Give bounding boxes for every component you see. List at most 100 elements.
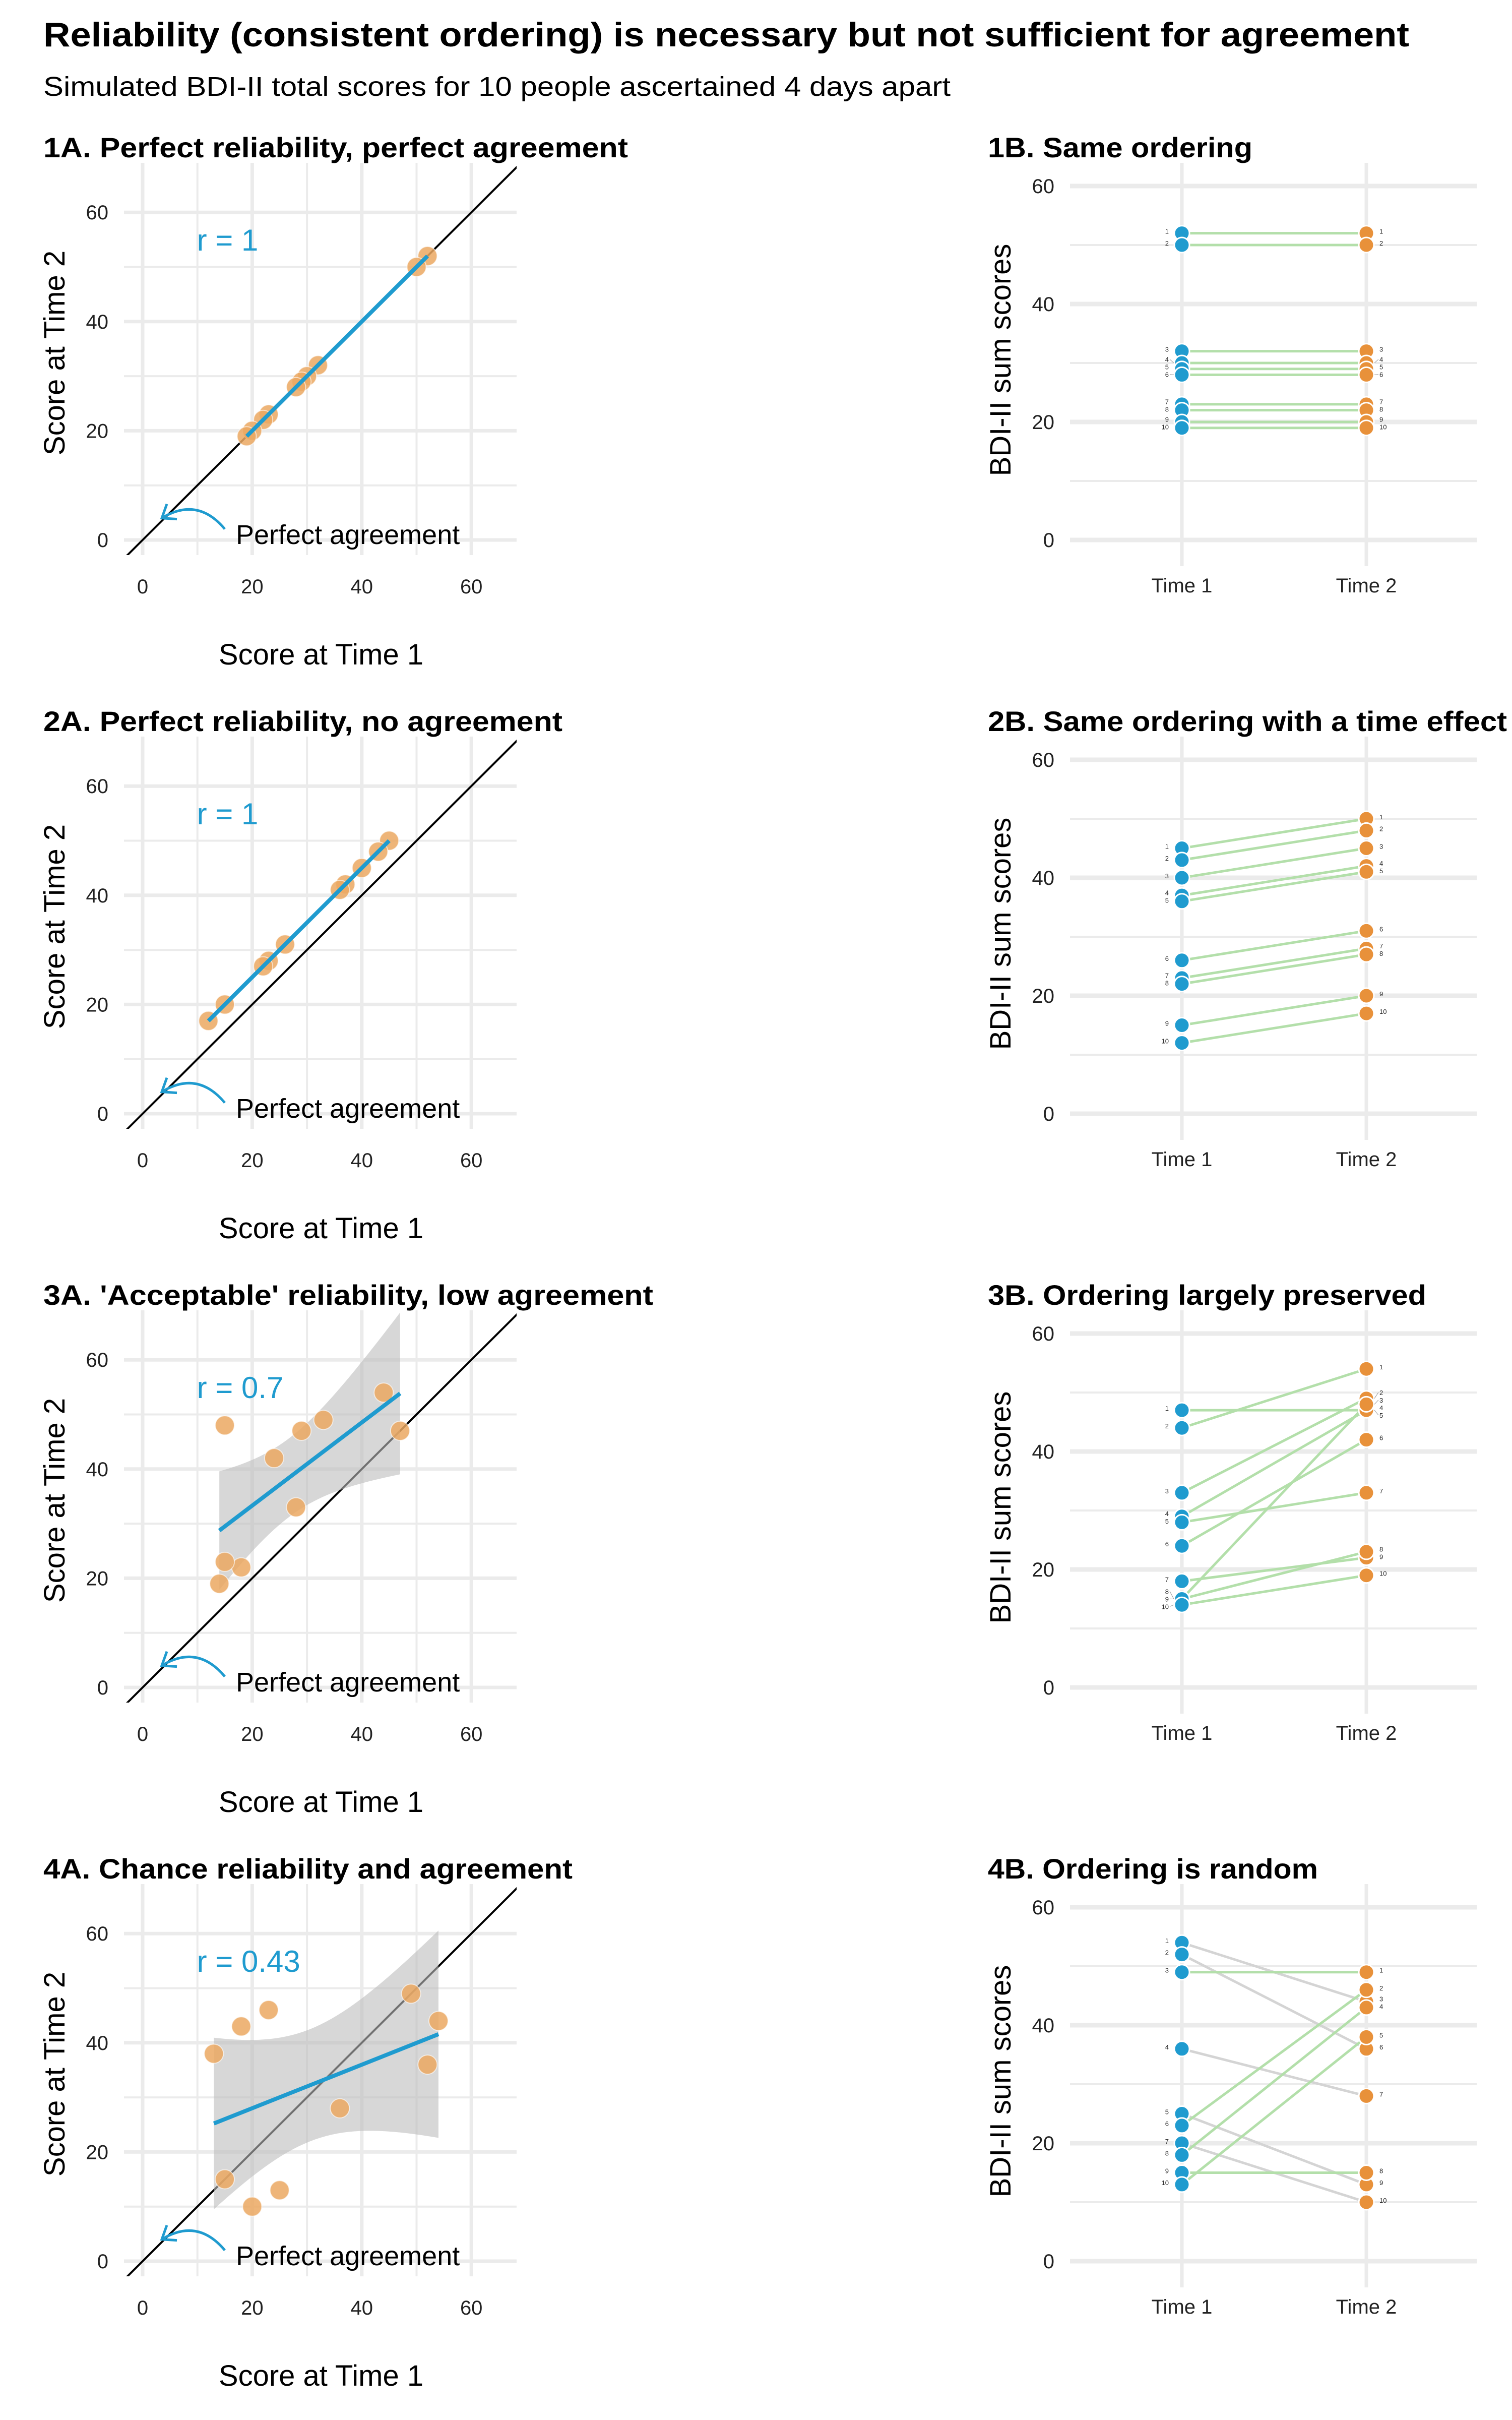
panels: 1A. Perfect reliability, perfect agreeme…: [38, 132, 1507, 2392]
y-tick-label: 60: [86, 1923, 109, 1945]
x-axis-title: Score at Time 1: [219, 638, 423, 671]
time1-point: [1173, 366, 1190, 383]
y-tick-label: 20: [1032, 2133, 1055, 2155]
time2-point: [1358, 1543, 1375, 1560]
scatter-point: [231, 2016, 251, 2037]
connecting-line: [1181, 865, 1367, 897]
connecting-line: [1181, 2036, 1367, 2186]
connecting-line: [1181, 817, 1367, 850]
correlation-label: r = 0.7: [197, 1371, 284, 1405]
connecting-line: [1181, 870, 1367, 903]
connecting-line: [1181, 1438, 1367, 1547]
scatter-point: [242, 2196, 263, 2217]
connecting-line: [1181, 947, 1367, 980]
time2-point-label: 3: [1379, 1397, 1383, 1404]
time2-point: [1358, 1431, 1375, 1448]
time2-point: [1358, 1484, 1375, 1501]
time2-point-label: 1: [1379, 1967, 1383, 1974]
y-tick-label: 40: [1032, 1441, 1055, 1463]
connecting-line: [1181, 1556, 1367, 1583]
x-tick-label: 20: [241, 576, 264, 598]
y-axis-title: BDI-II sum scores: [984, 244, 1017, 476]
time1-point-label: 5: [1165, 364, 1169, 371]
time2-point-label: 8: [1379, 2167, 1383, 2175]
time1-point-label: 1: [1165, 1937, 1169, 1945]
x-tick-label: 0: [137, 1150, 148, 1172]
time1-point-label: 5: [1165, 1518, 1169, 1525]
y-axis-title: Score at Time 2: [38, 1972, 71, 2176]
time2-point-label: 1: [1379, 813, 1383, 821]
perfect-agreement-label: Perfect agreement: [236, 1094, 460, 1124]
time2-point-label: 5: [1379, 364, 1383, 371]
panel-3b: 3B. Ordering largely preserved 0 20 40 60 Tim…: [984, 1279, 1477, 1744]
connecting-line: [1181, 953, 1367, 986]
x-tick-label: 40: [351, 576, 373, 598]
y-tick-label: 40: [1032, 867, 1055, 889]
y-tick-label: 40: [86, 885, 109, 907]
time1-point-label: 8: [1165, 979, 1169, 987]
label-leader: [1374, 359, 1379, 364]
scatter-point: [286, 1497, 306, 1518]
x-tick-label-time-1: Time 1: [1152, 2296, 1213, 2318]
time1-point-label: 6: [1165, 1540, 1169, 1548]
scatter-point: [390, 1420, 410, 1441]
time2-point: [1358, 922, 1375, 939]
x-tick-label: 40: [351, 1150, 373, 1172]
connecting-line: [1181, 1403, 1367, 1600]
scatter-point: [373, 1382, 394, 1403]
y-tick-label: 20: [86, 994, 109, 1016]
label-leader: [1374, 1410, 1379, 1416]
time1-point: [1173, 1035, 1190, 1052]
time1-point-label: 7: [1165, 398, 1169, 405]
time2-point-label: 6: [1379, 371, 1383, 379]
x-tick-label-time-2: Time 2: [1336, 2296, 1397, 2318]
confidence-ribbon: [214, 1930, 438, 2210]
scatter-point: [428, 2011, 449, 2031]
panel-4a: 4A. Chance reliability and agreement 0 20 4…: [38, 1853, 573, 2392]
x-axis-title: Score at Time 1: [219, 1212, 423, 1245]
scatter-point: [215, 1415, 235, 1436]
y-tick-label: 0: [1043, 1103, 1054, 1125]
time2-point: [1358, 2028, 1375, 2045]
label-leader: [1374, 1392, 1379, 1399]
y-tick-label: 60: [1032, 749, 1055, 771]
x-tick-label-time-2: Time 2: [1336, 575, 1397, 597]
time2-point-label: 8: [1379, 950, 1383, 957]
time1-point: [1173, 976, 1190, 993]
time2-point-label: 3: [1379, 346, 1383, 353]
time2-point-label: 7: [1379, 1487, 1383, 1495]
time2-point-label: 6: [1379, 1434, 1383, 1442]
time2-point: [1358, 2164, 1375, 2181]
time2-point-label: 1: [1379, 228, 1383, 235]
time1-point: [1173, 1419, 1190, 1436]
connecting-line: [1181, 829, 1367, 862]
time2-point-label: 3: [1379, 1995, 1383, 2003]
time2-point-label: 4: [1379, 2003, 1383, 2011]
label-leader: [1169, 1591, 1174, 1599]
y-tick-label: 40: [1032, 2015, 1055, 2037]
arrowhead-icon: [160, 1651, 177, 1668]
time2-point: [1358, 863, 1375, 880]
scatter-point: [291, 1420, 312, 1441]
time1-point-label: 3: [1165, 872, 1169, 880]
time2-point-label: 8: [1379, 1545, 1383, 1553]
time1-point-label: 5: [1165, 2108, 1169, 2116]
time1-point-label: 8: [1165, 405, 1169, 413]
connecting-line: [1181, 2006, 1367, 2156]
y-tick-label: 60: [1032, 1323, 1055, 1345]
time2-point-label: 5: [1379, 1412, 1383, 1419]
time2-point-label: 2: [1379, 825, 1383, 832]
y-axis-title: BDI-II sum scores: [984, 818, 1017, 1050]
panel-3a: 3A. 'Acceptable' reliability, low agreem…: [38, 1279, 653, 1819]
x-tick-label: 20: [241, 1723, 264, 1745]
time1-point-label: 6: [1165, 955, 1169, 962]
y-tick-label: 0: [1043, 1677, 1054, 1699]
panel-title: 3B. Ordering largely preserved: [988, 1279, 1426, 1311]
scatter-point: [259, 2000, 279, 2020]
y-tick-label: 0: [1043, 2251, 1054, 2273]
time1-point-label: 6: [1165, 371, 1169, 379]
time1-point-label: 6: [1165, 2120, 1169, 2128]
y-tick-label: 20: [1032, 1559, 1055, 1581]
regression-line: [245, 255, 429, 438]
